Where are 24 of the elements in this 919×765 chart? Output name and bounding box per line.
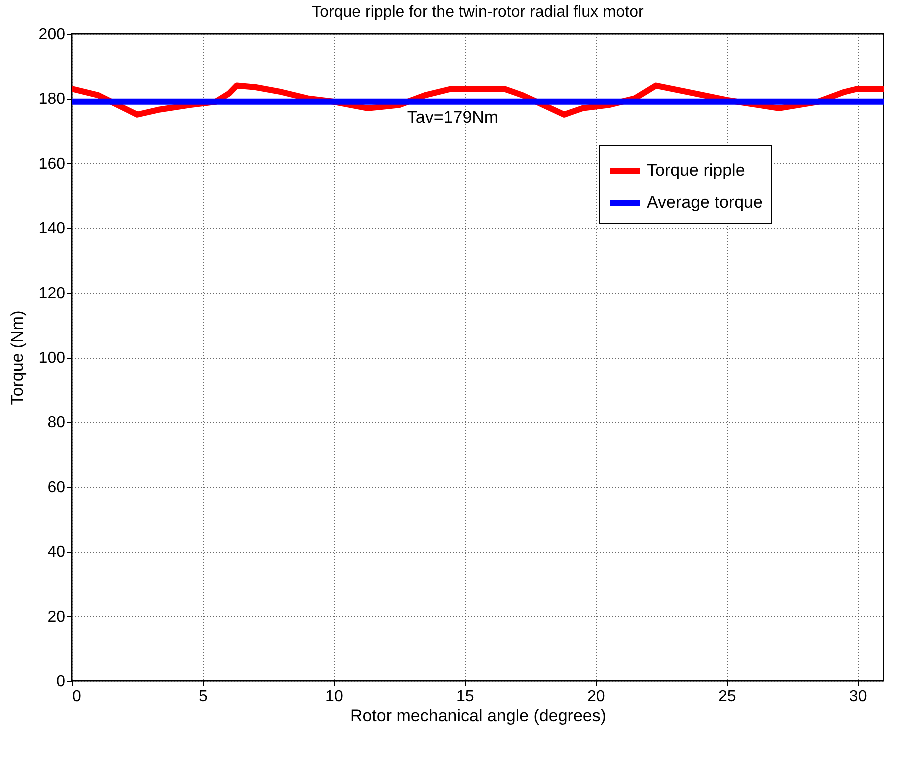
y-tick-label: 0 — [56, 674, 66, 690]
y-tick-label: 80 — [48, 414, 66, 432]
chart-title: Torque ripple for the twin-rotor radial flux motor — [312, 4, 645, 21]
y-tick-label: 160 — [38, 156, 66, 173]
y-tick-label: 20 — [48, 608, 66, 626]
x-axis-title: Rotor mechanical angle (degrees) — [350, 706, 607, 726]
y-axis-title: Torque (Nm) — [8, 310, 27, 406]
x-tick-label: 30 — [849, 688, 868, 706]
x-tick-label: 10 — [326, 688, 344, 706]
x-tick-label: 20 — [587, 688, 606, 706]
y-tick-label: 100 — [38, 350, 66, 367]
y-tick-label: 120 — [38, 285, 66, 302]
y-tick-label: 200 — [38, 26, 66, 44]
y-tick-label: 140 — [38, 220, 66, 238]
y-tick-label: 180 — [38, 91, 66, 108]
x-tick-label: 0 — [72, 688, 82, 706]
legend-label: Torque ripple — [647, 161, 746, 180]
x-tick-label: 25 — [718, 688, 736, 706]
legend-label: Average torque — [647, 193, 763, 212]
x-tick-label: 5 — [199, 688, 208, 706]
x-tick-label: 15 — [456, 688, 474, 706]
annotation: Tav=179Nm — [407, 108, 499, 127]
y-tick-label: 40 — [48, 544, 66, 562]
y-tick-label: 60 — [48, 479, 66, 496]
